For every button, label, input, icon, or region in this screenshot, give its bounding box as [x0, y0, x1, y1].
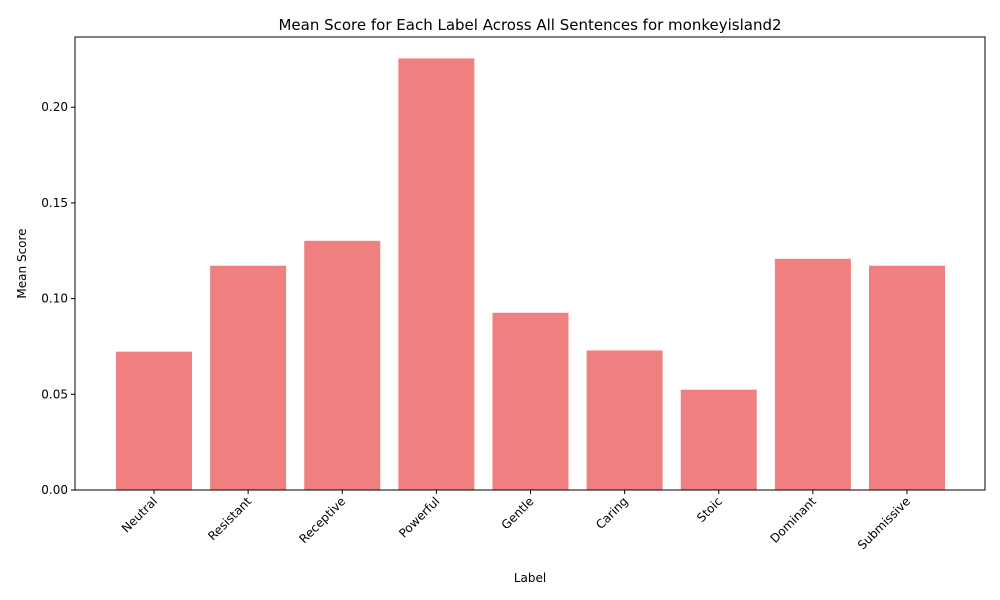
x-tick-label-stoic: Stoic: [694, 494, 725, 525]
x-tick-label-dominant: Dominant: [767, 494, 819, 546]
bar-neutral: [116, 351, 192, 490]
x-axis-label: Label: [514, 571, 546, 585]
plot-frame: [74, 36, 986, 491]
x-tick-label-receptive: Receptive: [297, 494, 349, 546]
bar-stoic: [680, 389, 757, 490]
x-tick-label-gentle: Gentle: [499, 494, 537, 532]
x-axis: Neutral Resistant Receptive Powerful Gentle C…: [119, 490, 913, 552]
bar-dominant: [774, 258, 851, 490]
bars-group: [116, 58, 945, 491]
y-axis: 0.00 0.05 0.10 0.15 0.20: [41, 100, 75, 497]
x-tick-label-submissive: Submissive: [855, 494, 913, 552]
bar-gentle: [492, 312, 569, 490]
chart-title: Mean Score for Each Label Across All Sen…: [278, 16, 781, 34]
y-tick-label: 0.15: [41, 196, 68, 210]
x-tick-label-resistant: Resistant: [205, 494, 254, 543]
x-tick-label-powerful: Powerful: [396, 494, 442, 540]
x-tick-label-caring: Caring: [593, 494, 631, 532]
bar-powerful: [398, 58, 475, 491]
x-tick-label-neutral: Neutral: [119, 494, 160, 535]
y-tick-label: 0.20: [41, 100, 68, 114]
y-axis-label: Mean Score: [15, 228, 29, 298]
bar-submissive: [869, 265, 945, 490]
y-tick-label: 0.10: [41, 292, 68, 306]
y-tick-label: 0.05: [41, 387, 68, 401]
bar-resistant: [210, 265, 287, 490]
y-tick-label: 0.00: [41, 483, 68, 497]
bar-caring: [586, 350, 663, 490]
bar-receptive: [304, 240, 381, 490]
